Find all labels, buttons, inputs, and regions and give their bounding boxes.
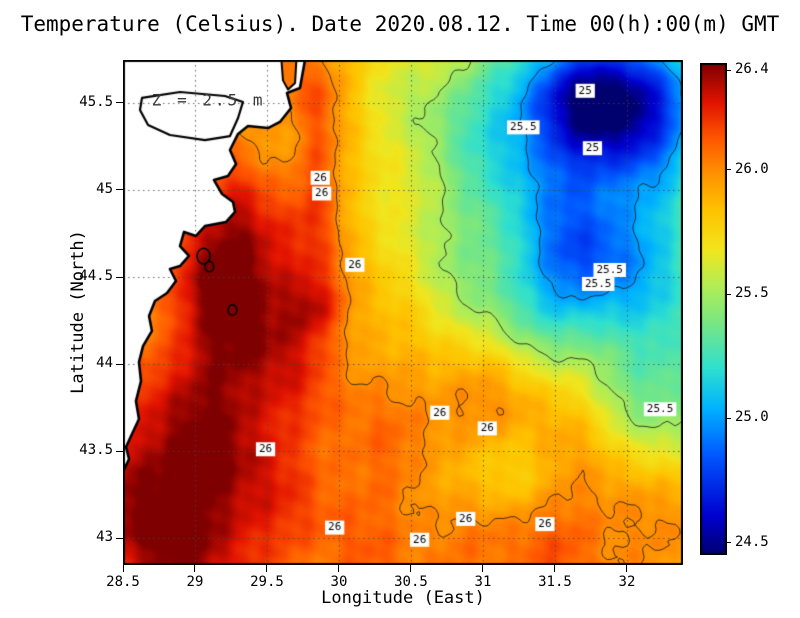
temperature-heatmap-canvas	[123, 60, 683, 565]
y-tick-mark	[116, 450, 123, 452]
x-tick-label: 31	[474, 574, 492, 590]
colorbar-tick-mark	[727, 417, 731, 419]
x-axis-label: Longitude (East)	[321, 588, 485, 608]
x-tick-mark	[266, 565, 268, 572]
depth-annotation: Z = 2.5 m	[151, 90, 266, 109]
x-tick-label: 31.5	[538, 574, 572, 590]
colorbar-tick-label: 26.4	[735, 61, 769, 78]
x-tick-label: 30.5	[394, 574, 428, 590]
x-tick-mark	[338, 565, 340, 572]
y-tick-label: 43.5	[79, 442, 113, 459]
y-tick-label: 45.5	[79, 93, 113, 110]
x-tick-mark	[194, 565, 196, 572]
colorbar-tick-mark	[727, 542, 731, 544]
y-tick-mark	[116, 102, 123, 104]
colorbar-tick-mark	[727, 293, 731, 295]
colorbar-tick-label: 24.5	[735, 533, 769, 550]
y-tick-label: 45	[96, 180, 113, 197]
y-tick-label: 44	[96, 355, 113, 371]
y-tick-mark	[116, 189, 123, 191]
colorbar-tick-label: 25.0	[735, 409, 769, 426]
colorbar-tick-label: 26.0	[735, 160, 769, 177]
x-tick-label: 28.5	[106, 574, 140, 590]
y-tick-mark	[116, 363, 123, 365]
x-tick-mark	[626, 565, 628, 572]
plot-title: Temperature (Celsius). Date 2020.08.12. …	[20, 12, 780, 36]
x-tick-label: 29	[186, 574, 204, 590]
x-tick-mark	[482, 565, 484, 572]
x-tick-label: 30	[330, 574, 348, 590]
x-tick-mark	[554, 565, 556, 572]
y-tick-mark	[116, 537, 123, 539]
y-tick-label: 44.5	[79, 268, 113, 284]
x-tick-label: 32	[618, 574, 636, 590]
x-tick-label: 29.5	[250, 574, 284, 590]
x-tick-mark	[122, 565, 124, 572]
y-tick-mark	[116, 276, 123, 278]
colorbar	[700, 63, 727, 555]
colorbar-tick-label: 25.5	[735, 285, 769, 302]
y-tick-label: 43	[96, 529, 113, 546]
x-tick-mark	[410, 565, 412, 572]
colorbar-tick-mark	[727, 69, 731, 71]
colorbar-tick-mark	[727, 169, 731, 171]
